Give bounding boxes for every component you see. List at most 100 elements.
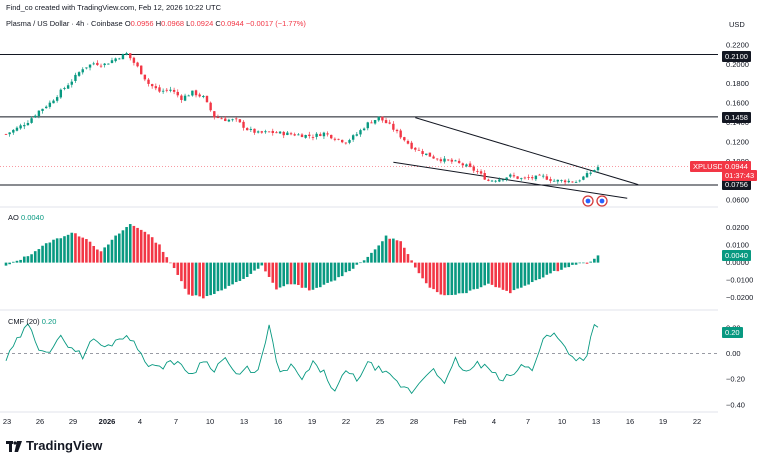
falling-wedge-line [415, 117, 639, 186]
ao-bar [74, 233, 77, 263]
candle-body [242, 121, 245, 128]
currency-label: USD [729, 20, 745, 29]
ao-bar [370, 252, 373, 263]
candle-body [85, 67, 88, 69]
countdown-tag: 01:37:43 [722, 170, 758, 181]
ao-value-tag: 0.0040 [722, 250, 751, 261]
x-tick-label: 13 [240, 417, 248, 426]
x-tick-label: 13 [592, 417, 600, 426]
candle-body [388, 122, 391, 124]
candle-body [70, 81, 73, 85]
candle-body [132, 57, 136, 63]
candle-body [589, 172, 592, 174]
candle-body [187, 95, 190, 97]
candle-body [428, 152, 432, 157]
candle-body [81, 69, 84, 73]
candle-body [256, 131, 260, 133]
ao-value: 0.0040 [20, 213, 44, 222]
symbol-title: Plasma / US Dollar · 4h · Coinbase [6, 19, 123, 28]
ao-bar [446, 262, 450, 296]
ao-bar [428, 262, 432, 288]
ao-bar [289, 262, 293, 285]
candle-body [545, 176, 549, 180]
candle-body [421, 151, 424, 155]
candle-body [147, 79, 150, 84]
candle-body [501, 179, 505, 181]
level-tag-low: 0.0756 [722, 179, 751, 190]
ao-bar [245, 262, 249, 277]
ao-bar [435, 262, 439, 293]
candle-body [30, 118, 33, 123]
candle-body [549, 179, 552, 181]
ao-bar [501, 262, 505, 290]
candle-body [4, 134, 8, 135]
last-price-tag: 0.0944 [722, 161, 751, 172]
ao-bar [264, 262, 267, 272]
candle-body [439, 159, 443, 162]
ao-bar [392, 238, 395, 263]
candle-body [563, 180, 567, 183]
candle-body [512, 175, 516, 177]
x-tick-label: 19 [308, 417, 316, 426]
y-tick-label: 0.0600 [726, 196, 749, 205]
candle-body [48, 102, 52, 107]
candle-body [304, 134, 307, 138]
cmf-label: CMF (20) [8, 317, 40, 326]
candle-body [158, 87, 161, 92]
ao-bar [202, 262, 205, 299]
ao-bar [154, 242, 158, 263]
close-value: 0.0944 [220, 19, 244, 28]
candle-body [114, 58, 117, 62]
candle-body [77, 72, 81, 76]
x-tick-label: 4 [138, 417, 142, 426]
candle-body [12, 129, 15, 133]
candle-body [213, 111, 216, 118]
y-tick-label: 0.1800 [726, 79, 749, 88]
tradingview-logo-text: TradingView [26, 438, 103, 453]
candle-body [161, 90, 165, 92]
candle-body [359, 130, 362, 135]
candle-body [465, 164, 468, 167]
candle-body [392, 123, 395, 130]
change-value: −0.0017 (−1.77%) [245, 19, 306, 28]
ao-bar [300, 262, 304, 288]
candle-body [205, 95, 209, 103]
candle-body [293, 134, 296, 136]
ao-bar [472, 262, 476, 290]
ao-bar [417, 262, 421, 274]
ao-bar [596, 255, 600, 263]
low-value: 0.0924 [190, 19, 214, 28]
candle-body [198, 94, 201, 97]
ao-bar [410, 260, 413, 263]
candle-body [44, 106, 48, 109]
ao-bar [560, 262, 563, 270]
ao-bar [395, 240, 399, 263]
candle-body [238, 119, 242, 123]
ao-bar [216, 262, 220, 292]
ao-bar [593, 258, 596, 263]
ao-bar [516, 262, 519, 289]
ao-bar [242, 262, 245, 279]
ao-bar [128, 224, 132, 263]
candle-body [351, 135, 355, 140]
ao-bar [81, 237, 85, 263]
ao-bar [19, 259, 22, 263]
ao-bar [403, 247, 406, 263]
candle-body [461, 163, 464, 166]
ao-bar [158, 244, 161, 263]
ao-bar [238, 262, 242, 281]
ao-bar [549, 262, 552, 274]
candle-body [63, 88, 66, 90]
ao-bar [117, 233, 121, 263]
x-tick-label: 4 [492, 417, 496, 426]
ao-bar [465, 262, 468, 294]
candle-body [362, 128, 366, 131]
candle-body [414, 147, 417, 150]
candle-body [494, 180, 497, 182]
ao-bar [530, 262, 534, 283]
candle-body [505, 177, 508, 180]
candle-body [487, 179, 490, 181]
candle-body [271, 130, 274, 134]
ao-bar [567, 262, 571, 268]
ao-bar [176, 262, 180, 275]
